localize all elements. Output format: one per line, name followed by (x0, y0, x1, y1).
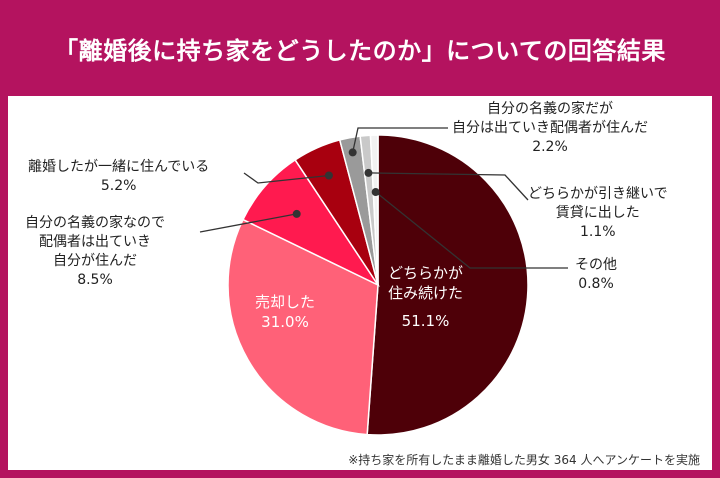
leader-dot-other (371, 188, 380, 197)
leader-line-own-name-spouse-stayed (352, 127, 448, 153)
chart-title: 「離婚後に持ち家をどうしたのか」についての回答結果 (54, 36, 666, 65)
survey-footnote: ※持ち家を所有したまま離婚した男女 364 人へアンケートを実施 (348, 453, 700, 467)
slice-percent: 5.2% (100, 178, 137, 194)
slice-label-line: 自分の名義の家だが (487, 101, 613, 117)
leader-line-own-name-i-stayed (199, 213, 297, 233)
leader-dot-own-name-spouse-stayed (348, 148, 357, 157)
slice-percent: 0.8% (578, 276, 614, 292)
leader-dot-own-name-i-stayed (292, 209, 301, 218)
leader-line-other (375, 191, 568, 269)
slice-label-line: その他 (575, 257, 617, 273)
slice-label-line: どちらかが引き継いで (528, 186, 668, 202)
slice-label-line: 自分が住んだ (53, 253, 137, 269)
leader-line-living-together (243, 172, 329, 184)
slice-label-sold: 売却した 31.0% (255, 292, 315, 332)
leader-line-rented-out (368, 172, 529, 201)
slice-label-line: どちらかが (388, 264, 464, 282)
slice-label-line: 賃貸に出した (555, 205, 640, 221)
slice-percent: 2.2% (532, 139, 568, 155)
slice-label-living-together: 離婚したが一緒に住んでいる 5.2% (28, 158, 209, 196)
slice-label-own-name-spouse-stayed: 自分の名義の家だが 自分は出ていき配偶者が住んだ 2.2% (452, 100, 648, 157)
slice-label-rented-out: どちらかが引き継いで 賃貸に出した 1.1% (528, 185, 668, 242)
slice-percent: 31.0% (261, 313, 309, 331)
leader-dot-rented-out (364, 168, 373, 177)
slice-label-line: 離婚したが一緒に住んでいる (28, 159, 210, 175)
slice-label-other: その他 0.8% (575, 256, 617, 294)
slice-label-line: 住み続けた (388, 284, 464, 302)
slice-label-kept-living: どちらかが 住み続けた 51.1% (388, 263, 463, 331)
slice-label-line: 配偶者は出ていき (39, 234, 151, 250)
slice-percent: 8.5% (77, 272, 113, 288)
slice-percent: 1.1% (580, 224, 616, 240)
header-banner: 「離婚後に持ち家をどうしたのか」についての回答結果 (0, 0, 720, 96)
slice-label-line: 売却した (255, 293, 316, 311)
pie-slice-sold (227, 218, 379, 436)
slice-percent: 51.1% (401, 312, 450, 330)
pie-slice-kept-living (366, 134, 529, 436)
slice-label-own-name-i-stayed: 自分の名義の家なので 配偶者は出ていき 自分が住んだ 8.5% (25, 214, 165, 290)
slice-label-line: 自分は出ていき配偶者が住んだ (452, 120, 648, 136)
slice-label-line: 自分の名義の家なので (25, 215, 165, 231)
leader-dot-living-together (324, 171, 333, 180)
